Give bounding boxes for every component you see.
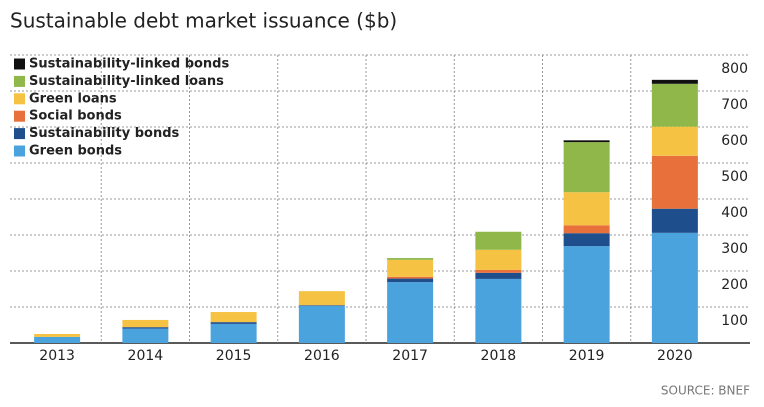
- legend-swatch: [14, 93, 25, 105]
- bar-segment: [563, 140, 610, 143]
- bar-segment: [563, 233, 610, 247]
- bar-segment: [387, 258, 434, 260]
- bar-segment: [475, 269, 522, 273]
- chart-title: Sustainable debt market issuance ($b): [10, 9, 397, 33]
- legend-swatch: [14, 128, 25, 140]
- bar-segment: [387, 276, 434, 279]
- bar-segment: [651, 126, 698, 156]
- bar-segment: [475, 231, 522, 250]
- legend-label: Green loans: [29, 91, 117, 106]
- bar-segment: [651, 79, 698, 84]
- x-tick-label: 2019: [569, 348, 605, 364]
- y-tick-label: 800: [721, 61, 748, 77]
- bar-segment: [122, 319, 169, 328]
- x-tick-label: 2015: [216, 348, 252, 364]
- bar-segment: [298, 291, 345, 306]
- y-tick-label: 500: [721, 169, 748, 185]
- y-tick-label: 600: [721, 133, 748, 149]
- bar-segment: [651, 208, 698, 233]
- legend-swatch: [14, 75, 25, 87]
- legend-label: Sustainability bonds: [29, 126, 180, 141]
- bar-segment: [387, 282, 434, 343]
- legend-swatch: [14, 145, 25, 157]
- x-tick-label: 2017: [392, 348, 428, 364]
- legend-label: Sustainability-linked bonds: [29, 57, 229, 72]
- bar-segment: [210, 322, 257, 324]
- bar-segment: [34, 334, 81, 337]
- bar-segment: [34, 336, 81, 343]
- source: SOURCE: BNEF: [661, 384, 750, 398]
- x-tick-label: 2020: [657, 348, 693, 364]
- legend-swatch: [14, 58, 25, 70]
- bar-segment: [563, 246, 610, 343]
- bar-segment: [563, 142, 610, 193]
- y-tick-label: 400: [721, 205, 748, 221]
- bar-segment: [563, 225, 610, 234]
- bar-segment: [475, 272, 522, 279]
- x-tick-label: 2018: [481, 348, 517, 364]
- bar-segment: [651, 155, 698, 209]
- bar-segment: [563, 192, 610, 226]
- bar-segment: [122, 327, 169, 329]
- y-tick-label: 700: [721, 97, 748, 113]
- bar-segment: [210, 312, 257, 323]
- legend-label: Social bonds: [29, 109, 122, 124]
- bar-segment: [298, 305, 345, 343]
- bar-segment: [475, 249, 522, 270]
- x-tick-label: 2013: [39, 348, 75, 364]
- bar-segment: [210, 323, 257, 343]
- x-tick-label: 2014: [128, 348, 164, 364]
- legend-label: Sustainability-linked loans: [29, 74, 224, 89]
- x-tick-label: 2016: [304, 348, 340, 364]
- y-tick-label: 300: [721, 241, 748, 257]
- bar-segment: [387, 259, 434, 277]
- bar-segment: [387, 278, 434, 283]
- bar-segment: [475, 278, 522, 343]
- bar-segment: [298, 305, 345, 306]
- legend-swatch: [14, 110, 25, 122]
- bar-segment: [122, 328, 169, 343]
- y-tick-label: 100: [721, 313, 748, 329]
- bar-segment: [651, 83, 698, 127]
- legend-label: Green bonds: [29, 144, 122, 159]
- y-tick-label: 200: [721, 277, 748, 293]
- bar-segment: [651, 232, 698, 343]
